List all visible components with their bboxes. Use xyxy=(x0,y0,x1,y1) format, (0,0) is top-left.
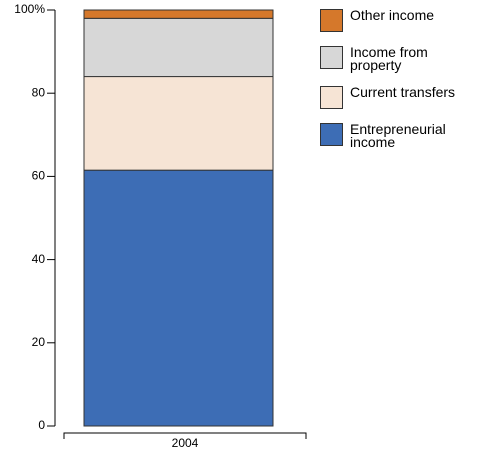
y-tick-label: 100% xyxy=(14,2,45,16)
legend-label: Other income xyxy=(350,7,435,23)
legend-swatch xyxy=(320,123,343,146)
bar-segment xyxy=(83,9,274,19)
legend-swatch xyxy=(320,9,343,32)
legend-label: Income from property xyxy=(350,44,428,73)
y-tick-label: 60 xyxy=(32,169,46,183)
y-tick-label: 0 xyxy=(38,418,45,432)
bar-segment xyxy=(83,17,274,78)
bar-segment xyxy=(83,169,274,427)
legend-swatch xyxy=(320,86,343,109)
legend-label: Current transfers xyxy=(350,84,456,100)
legend-item: Other income xyxy=(320,7,470,32)
legend: Other income Income from property Current … xyxy=(320,7,470,163)
legend-swatch xyxy=(320,46,343,69)
legend-item: Income from property xyxy=(320,44,470,73)
bar-segment xyxy=(83,76,274,171)
legend-item: Entrepreneurial income xyxy=(320,121,470,150)
x-tick-label: 2004 xyxy=(172,436,199,450)
y-tick-label: 20 xyxy=(32,335,46,349)
legend-item: Current transfers xyxy=(320,84,470,109)
x-axis xyxy=(63,432,307,439)
legend-label: Entrepreneurial income xyxy=(350,121,446,150)
y-tick-label: 40 xyxy=(32,252,46,266)
y-tick-label: 80 xyxy=(32,85,46,99)
